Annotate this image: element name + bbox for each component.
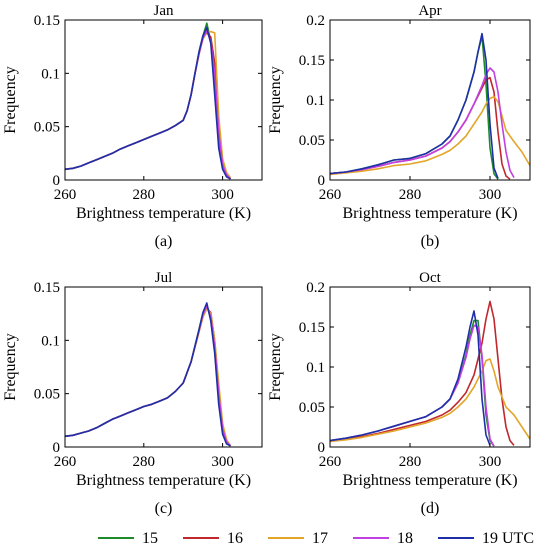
series-line-16-apr <box>329 76 511 180</box>
x-tick-label: 280 <box>133 454 156 470</box>
y-tick-label: 0.05 <box>34 387 60 403</box>
x-tick-label: 300 <box>479 187 502 203</box>
y-tick-label: 0 <box>318 440 326 456</box>
y-tick-label: 0.15 <box>299 320 325 336</box>
y-tick-label: 0.2 <box>306 280 325 296</box>
y-tick-label: 0.05 <box>299 400 325 416</box>
x-axis-label: Brightness temperature (K) <box>342 472 517 489</box>
x-axis-label: Brightness temperature (K) <box>76 205 251 222</box>
panel-jan: 260 280 300 0 0.05 0.1 0.15 Jan Brightness tempe… <box>2 3 263 250</box>
series-line-17-oct <box>329 358 531 443</box>
series-line-19-utc-apr <box>329 32 499 179</box>
panel-title: Apr <box>418 3 441 19</box>
legend-label-18: 18 <box>397 530 413 547</box>
y-axis-label: Frequency <box>2 66 19 134</box>
legend-label-19-utc: 19 UTC <box>482 530 534 547</box>
panel-title: Jan <box>154 3 174 19</box>
panel-letter: (c) <box>155 500 173 517</box>
series-line-19-utc-jul <box>64 302 231 447</box>
x-tick-label: 300 <box>211 187 234 203</box>
panel-title: Oct <box>419 270 441 286</box>
x-axis-label: Brightness temperature (K) <box>342 205 517 222</box>
y-tick-label: 0.1 <box>41 66 60 82</box>
series-line-17-jan <box>64 30 232 179</box>
series-line-16-oct <box>329 300 515 446</box>
series-line-17-jul <box>64 307 232 447</box>
y-tick-label: 0 <box>318 173 326 189</box>
y-axis-label: Frequency <box>2 333 19 401</box>
series-line-18-apr <box>329 67 515 178</box>
x-axis-label: Brightness temperature (K) <box>76 472 251 489</box>
series-line-16-jan <box>64 31 232 180</box>
axes-box <box>329 286 531 448</box>
y-tick-label: 0.1 <box>306 93 325 109</box>
y-tick-label: 0.15 <box>34 13 60 29</box>
y-tick-label: 0.15 <box>34 280 60 296</box>
panel-title: Jul <box>155 270 173 286</box>
series-line-18-jul <box>64 305 232 447</box>
x-tick-label: 260 <box>54 454 77 470</box>
x-tick-label: 280 <box>133 187 156 203</box>
x-tick-label: 260 <box>319 187 342 203</box>
series-line-19-utc-oct <box>329 310 491 446</box>
axes-box <box>329 19 531 181</box>
panel-letter: (a) <box>155 233 173 250</box>
y-tick-label: 0.1 <box>41 333 60 349</box>
x-tick-label: 300 <box>211 454 234 470</box>
legend: 15 16 17 18 19 UTC <box>98 530 534 547</box>
y-tick-label: 0.05 <box>34 120 60 136</box>
y-axis-label: Frequency <box>267 333 284 401</box>
legend-label-16: 16 <box>227 530 243 547</box>
series-line-19-utc-jan <box>64 26 231 180</box>
y-tick-label: 0.05 <box>299 133 325 149</box>
y-tick-label: 0 <box>53 440 61 456</box>
y-tick-label: 0.2 <box>306 13 325 29</box>
y-tick-label: 0.1 <box>306 360 325 376</box>
panel-letter: (b) <box>421 233 440 250</box>
y-tick-label: 0.15 <box>299 53 325 69</box>
panel-oct: 260 280 300 0 0.05 0.1 0.15 0.2 Oct Brightness te… <box>267 270 531 517</box>
series-line-15-jan <box>64 22 231 180</box>
series-line-16-jul <box>64 307 232 447</box>
legend-label-15: 15 <box>142 530 158 547</box>
panel-apr: 260 280 300 0 0.05 0.1 0.15 0.2 Apr Brightness te… <box>267 3 531 250</box>
x-tick-label: 260 <box>319 454 342 470</box>
x-tick-label: 280 <box>399 454 422 470</box>
y-tick-label: 0 <box>53 173 61 189</box>
panel-jul: 260 280 300 0 0.05 0.1 0.15 Jul Brightness tempe… <box>2 270 263 517</box>
legend-label-17: 17 <box>312 530 328 547</box>
series-line-17-apr <box>329 96 531 176</box>
series-line-15-jul <box>64 304 231 447</box>
y-axis-label: Frequency <box>267 66 284 134</box>
x-tick-label: 300 <box>479 454 502 470</box>
axes-box <box>64 19 263 181</box>
x-tick-label: 260 <box>54 187 77 203</box>
x-tick-label: 280 <box>399 187 422 203</box>
axes-box <box>64 286 263 448</box>
series-line-18-jan <box>64 29 232 180</box>
panel-letter: (d) <box>421 500 440 517</box>
